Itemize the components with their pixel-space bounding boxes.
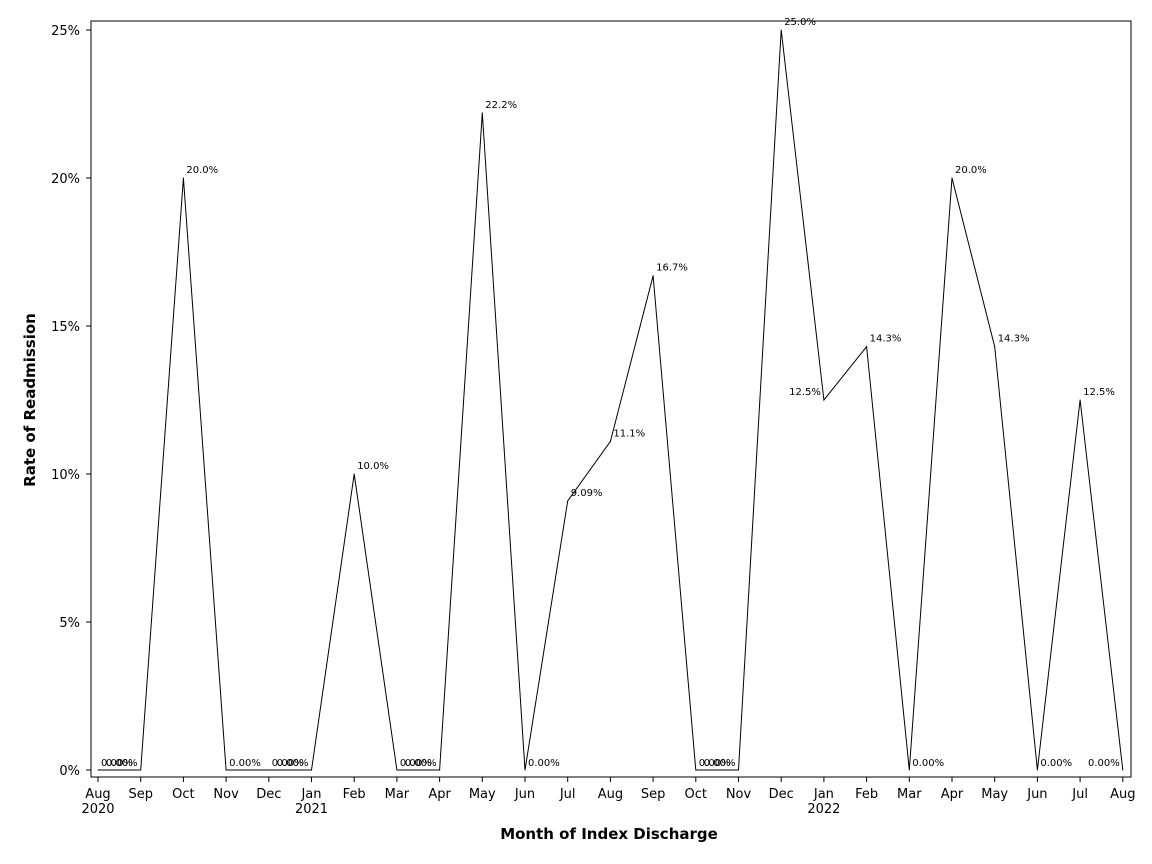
x-tick-label: Oct — [685, 787, 707, 802]
data-point — [182, 177, 184, 179]
y-tick-label: 0% — [59, 764, 80, 779]
x-year-label: 2021 — [295, 802, 328, 817]
data-point — [738, 769, 739, 771]
y-tick-label: 5% — [59, 616, 80, 631]
x-tick-label: Apr — [941, 787, 964, 802]
x-tick-label: Jul — [559, 787, 576, 802]
data-label: 0.00% — [106, 758, 138, 769]
data-label: 0.00% — [912, 758, 944, 769]
data-point — [994, 346, 996, 348]
series-line — [98, 29, 1124, 771]
x-tick-label: Mar — [385, 787, 410, 802]
data-label: 14.3% — [998, 334, 1030, 345]
x-tick-label: Dec — [769, 787, 794, 802]
x-tick-label: Jan — [300, 787, 321, 802]
data-point — [695, 769, 697, 771]
x-tick-label: Feb — [343, 787, 366, 802]
data-point — [311, 769, 312, 771]
x-axis-title: Month of Index Discharge — [500, 825, 718, 843]
data-label: 25.0% — [784, 17, 816, 28]
x-tick-label: Sep — [641, 787, 666, 802]
x-year-label: 2020 — [81, 802, 114, 817]
x-tick-label: Aug — [85, 787, 110, 802]
data-label: 20.0% — [955, 165, 987, 176]
x-tick-label: Aug — [598, 787, 623, 802]
y-tick-label: 15% — [51, 320, 80, 335]
data-point — [609, 440, 611, 442]
x-tick-label: Nov — [726, 787, 752, 802]
data-point — [1122, 769, 1124, 771]
x-tick-label: Oct — [172, 787, 194, 802]
data-label: 22.2% — [485, 100, 517, 111]
data-label: 14.3% — [870, 334, 902, 345]
x-tick-label: Dec — [256, 787, 281, 802]
plot-frame — [90, 20, 1132, 778]
data-point — [908, 769, 910, 771]
data-point — [652, 275, 654, 277]
data-label: 0.00% — [101, 758, 133, 769]
data-label: 9.09% — [571, 488, 603, 499]
data-label: 10.0% — [357, 461, 389, 472]
x-axis: Aug Sep Oct Nov Dec Jan Feb Mar Apr May Jun Jul Aug S… — [81, 777, 1135, 817]
x-year-label: 2022 — [807, 802, 840, 817]
x-tick-label: Apr — [428, 787, 451, 802]
data-point — [481, 112, 483, 114]
x-tick-label: May — [469, 787, 496, 802]
data-label: 0.00% — [1040, 758, 1072, 769]
data-label: 0.00% — [277, 758, 309, 769]
x-tick-label: Sep — [128, 787, 153, 802]
data-point — [1036, 769, 1038, 771]
data-point — [225, 769, 227, 771]
data-point — [780, 29, 782, 31]
data-label: 11.1% — [613, 428, 645, 439]
data-label: 0.00% — [1088, 758, 1120, 769]
data-point — [823, 399, 825, 401]
x-tick-label: Nov — [213, 787, 239, 802]
data-label: 16.7% — [656, 263, 688, 274]
data-point — [140, 769, 142, 771]
data-labels: 0.00%0.00%20.0%0.00% 0.00%0.00%10.0%0.00%… — [101, 17, 1120, 769]
data-point — [1079, 399, 1081, 401]
x-tick-label: Jan — [813, 787, 834, 802]
data-label: 0.00% — [704, 758, 736, 769]
data-point — [268, 769, 270, 771]
x-tick-label: Mar — [897, 787, 922, 802]
data-point — [567, 500, 569, 502]
y-axis: 0% 5% 10% 15% 20% 25% — [51, 24, 91, 779]
y-tick-label: 10% — [51, 468, 80, 483]
data-label: 0.00% — [229, 758, 261, 769]
data-point — [866, 346, 868, 348]
data-point — [439, 769, 441, 771]
data-point — [97, 769, 99, 771]
data-label: 0.00% — [405, 758, 437, 769]
data-point — [396, 769, 398, 771]
y-tick-label: 20% — [51, 172, 80, 187]
data-label: 12.5% — [789, 387, 821, 398]
data-label: 0.00% — [528, 758, 560, 769]
data-point — [951, 177, 953, 179]
x-tick-label: Jun — [1026, 787, 1047, 802]
x-tick-label: Jun — [514, 787, 535, 802]
x-tick-label: Aug — [1110, 787, 1135, 802]
data-label: 0.00% — [699, 758, 731, 769]
x-tick-label: Jul — [1071, 787, 1088, 802]
y-axis-title: Rate of Readmission — [21, 313, 39, 487]
x-tick-label: Feb — [855, 787, 878, 802]
data-label: 20.0% — [186, 165, 218, 176]
data-label: 0.00% — [272, 758, 304, 769]
x-tick-label: May — [981, 787, 1008, 802]
series-layer — [97, 29, 1124, 771]
data-point — [353, 473, 355, 475]
data-label: 12.5% — [1083, 387, 1115, 398]
y-tick-label: 25% — [51, 24, 80, 39]
data-point — [524, 769, 526, 771]
data-label: 0.00% — [400, 758, 432, 769]
